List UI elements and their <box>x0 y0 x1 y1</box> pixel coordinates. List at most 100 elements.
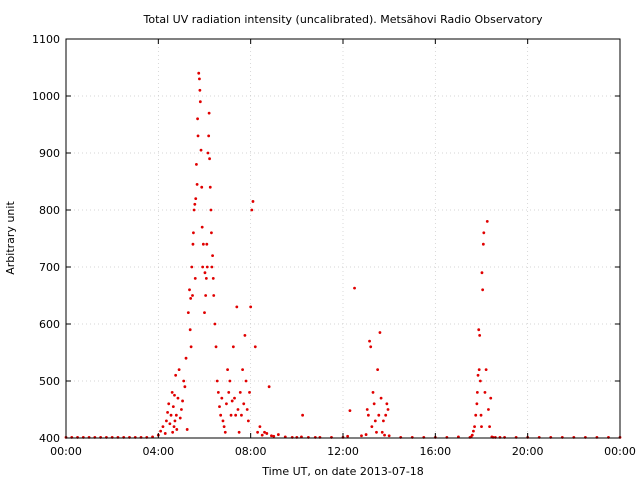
data-point <box>235 305 239 309</box>
y-tick-label: 700 <box>39 261 60 274</box>
x-tick-label: 00:00 <box>604 445 636 458</box>
data-point <box>230 399 234 403</box>
data-point <box>477 368 481 371</box>
data-point <box>270 434 273 438</box>
data-point <box>475 391 479 394</box>
data-point <box>379 396 383 400</box>
data-point <box>212 294 216 297</box>
data-point <box>474 413 478 417</box>
data-point <box>188 288 191 292</box>
data-point <box>194 197 198 201</box>
x-tick-label: 20:00 <box>512 445 544 458</box>
data-point <box>384 413 388 417</box>
data-point <box>206 151 210 155</box>
data-point <box>214 345 218 349</box>
x-tick-label: 00:00 <box>50 445 82 458</box>
data-point <box>473 425 476 428</box>
data-point <box>250 208 254 212</box>
data-point <box>189 296 193 300</box>
y-axis-label: Arbitrary unit <box>4 201 17 275</box>
data-point <box>159 429 163 433</box>
data-point <box>369 345 373 349</box>
data-point <box>174 413 178 417</box>
data-point <box>360 434 363 438</box>
data-point <box>385 402 389 406</box>
data-point <box>228 379 232 383</box>
data-point <box>373 419 377 423</box>
data-point <box>205 265 209 269</box>
data-point <box>176 396 180 400</box>
data-point <box>482 231 486 235</box>
data-point <box>172 425 176 428</box>
data-point <box>375 430 378 434</box>
data-point <box>377 413 381 417</box>
data-point <box>173 393 176 397</box>
data-point <box>387 434 391 438</box>
data-point <box>470 433 474 437</box>
plot-frame <box>65 38 621 439</box>
data-point <box>186 311 190 314</box>
data-point <box>368 339 371 343</box>
data-point <box>253 345 257 349</box>
data-point <box>171 430 175 434</box>
data-point <box>198 100 202 104</box>
data-point <box>175 428 179 431</box>
data-point <box>225 402 228 406</box>
data-point <box>383 433 386 437</box>
data-point <box>192 231 195 235</box>
data-point <box>366 413 370 417</box>
x-tick-label: 08:00 <box>235 445 267 458</box>
data-point <box>260 433 264 437</box>
data-point <box>378 331 382 334</box>
data-point <box>201 265 205 269</box>
data-point <box>170 391 174 394</box>
data-point <box>197 71 201 75</box>
data-point <box>221 419 225 423</box>
data-point <box>219 413 223 417</box>
data-points <box>64 71 622 439</box>
data-point <box>211 277 215 280</box>
data-point <box>244 379 248 383</box>
data-point <box>209 208 213 212</box>
data-point <box>370 425 374 428</box>
y-tick-label: 400 <box>39 432 60 445</box>
data-point <box>380 430 384 434</box>
data-point <box>178 416 182 420</box>
data-point <box>220 396 224 400</box>
data-point <box>210 231 213 235</box>
data-point <box>233 396 236 400</box>
y-tick-label: 1000 <box>32 90 60 103</box>
data-point <box>231 345 235 349</box>
y-tick-label: 1100 <box>32 33 60 46</box>
data-point <box>251 200 255 203</box>
data-point <box>181 399 184 403</box>
grid-lines <box>66 39 620 438</box>
data-point <box>472 429 475 433</box>
data-point <box>480 425 483 428</box>
data-point <box>256 430 259 434</box>
data-point <box>173 419 177 423</box>
data-point <box>487 408 490 411</box>
data-point <box>215 379 219 383</box>
data-point <box>211 254 214 257</box>
y-tick-label: 800 <box>39 204 60 217</box>
data-point <box>476 373 480 377</box>
data-point <box>263 430 266 434</box>
data-point <box>203 311 206 314</box>
data-point <box>204 294 208 297</box>
data-point <box>216 391 220 394</box>
x-tick-label: 04:00 <box>142 445 174 458</box>
data-point <box>183 385 187 389</box>
data-point <box>276 433 280 436</box>
data-point <box>193 202 197 206</box>
data-point <box>205 242 209 246</box>
data-point <box>204 277 208 280</box>
data-point <box>201 242 205 246</box>
data-point <box>382 419 385 423</box>
data-point <box>227 391 231 394</box>
data-point <box>371 391 375 394</box>
data-point <box>267 385 271 389</box>
data-point <box>265 432 269 435</box>
data-point <box>193 277 197 280</box>
